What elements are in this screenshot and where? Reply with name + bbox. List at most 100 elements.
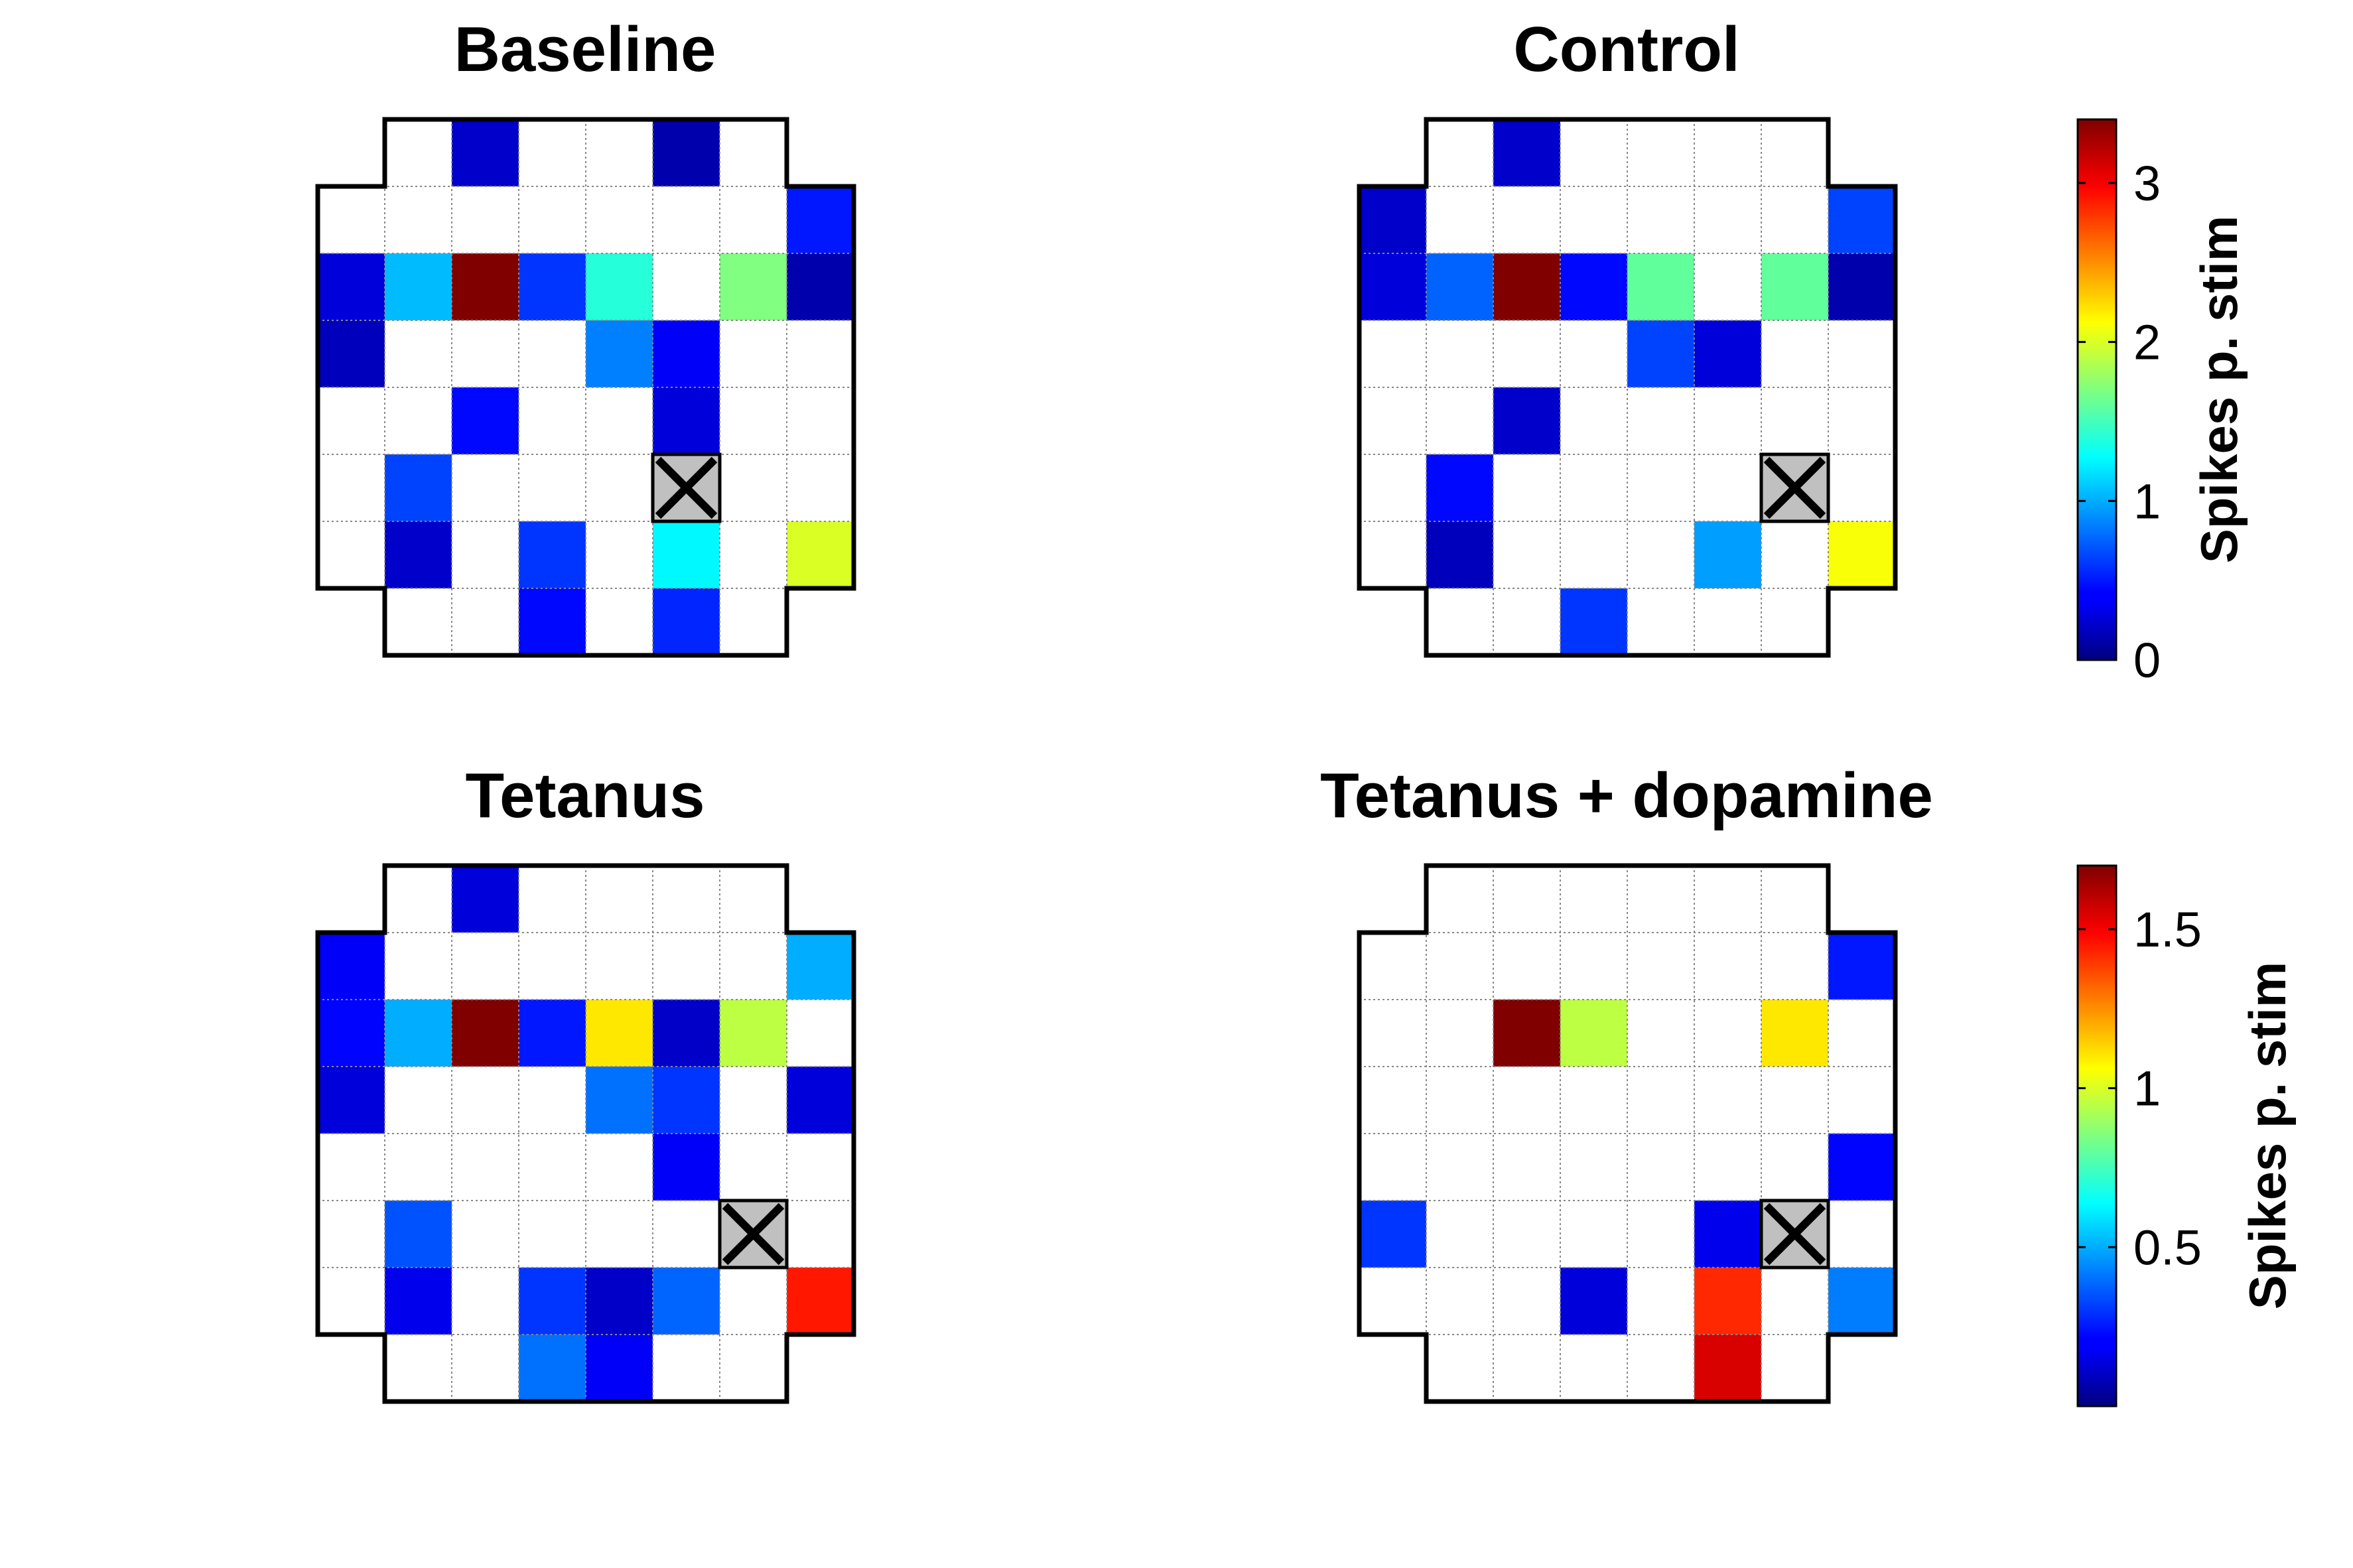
heatmap-cell xyxy=(385,521,452,588)
heatmap-cell xyxy=(318,320,385,387)
heatmap-cell xyxy=(452,866,519,933)
corner-mask xyxy=(1358,118,1428,188)
heatmap-cell xyxy=(1828,253,1895,320)
heatmap-cell xyxy=(586,1067,653,1134)
colorbar-top: 0 1 2 3 Spikes p. stim xyxy=(2076,118,2248,688)
colorbar-tick-label: 3 xyxy=(2133,156,2161,211)
heatmap-cell xyxy=(1694,1335,1761,1402)
heatmap-cell xyxy=(1359,1201,1426,1268)
heatmap-cell xyxy=(1694,320,1761,387)
colorbar-bottom: 0.5 1 1.5 Spikes p. stim xyxy=(2076,864,2297,1407)
corner-mask xyxy=(785,118,855,188)
heatmap-cell xyxy=(519,1000,586,1067)
heatmap-cell xyxy=(385,454,452,521)
heatmap-cell xyxy=(1694,521,1761,588)
stim-cross-line xyxy=(655,456,718,519)
heatmap-cell xyxy=(653,387,720,454)
panel-title: Tetanus + dopamine xyxy=(1320,760,1933,831)
heatmap-cell xyxy=(653,119,720,186)
heatmap-cell xyxy=(519,1268,586,1335)
corner-mask xyxy=(1827,1333,1897,1403)
heatmap-cell xyxy=(318,1067,385,1134)
corner-mask xyxy=(1358,1333,1428,1403)
heatmap-cell xyxy=(1493,1000,1560,1067)
heatmap-cell xyxy=(720,1000,787,1067)
heatmap-cell xyxy=(586,1000,653,1067)
heatmap-cell xyxy=(1627,253,1694,320)
panel-baseline: Baseline xyxy=(315,14,856,658)
corner-mask xyxy=(1827,587,1897,657)
corner-mask xyxy=(316,587,386,657)
stim-cross-line xyxy=(1763,1203,1826,1266)
heatmap-cell xyxy=(1493,119,1560,186)
heatmap-cell xyxy=(1560,1268,1627,1335)
heatmap-cell xyxy=(519,588,586,655)
heatmap-cell xyxy=(653,521,720,588)
heatmap-cell xyxy=(1761,1000,1828,1067)
heatmap-cell xyxy=(586,253,653,320)
heatmap-cell xyxy=(1359,186,1426,253)
heatmap-cell xyxy=(519,521,586,588)
corner-mask xyxy=(785,587,855,657)
heatmap-cell xyxy=(787,933,854,1000)
stim-electrode xyxy=(1759,452,1830,523)
heatmap-cell xyxy=(586,1268,653,1335)
stim-electrode xyxy=(651,452,722,523)
heatmap-cell xyxy=(385,1000,452,1067)
cell-layer xyxy=(318,866,854,1402)
colorbar-tick-label: 0 xyxy=(2133,633,2161,688)
corner-mask xyxy=(316,1333,386,1403)
heatmap-cell xyxy=(452,119,519,186)
heatmap-cell xyxy=(787,253,854,320)
heatmap-cell xyxy=(787,1268,854,1335)
colorbar-ticks: 0.5 1 1.5 xyxy=(2078,902,2202,1275)
heatmap-cell xyxy=(385,1201,452,1268)
array-outline xyxy=(315,863,856,1404)
heatmap-cell xyxy=(787,521,854,588)
heatmap-cell xyxy=(1828,1134,1895,1201)
corner-mask xyxy=(1827,864,1897,934)
heatmap-cell xyxy=(1694,1268,1761,1335)
heatmap-cell xyxy=(318,1000,385,1067)
heatmap-cell xyxy=(653,588,720,655)
corner-mask xyxy=(785,864,855,934)
corner-mask xyxy=(1358,587,1428,657)
heatmap-cell xyxy=(1828,186,1895,253)
heatmap-cell xyxy=(1828,521,1895,588)
heatmap-cell xyxy=(787,186,854,253)
corner-mask xyxy=(316,118,386,188)
heatmap-cell xyxy=(1694,1201,1761,1268)
colorbar-tick-label: 1 xyxy=(2133,474,2161,529)
heatmap-cell xyxy=(1761,253,1828,320)
panel-title: Baseline xyxy=(454,14,716,85)
grid-layer xyxy=(315,117,856,658)
cell-layer xyxy=(318,119,854,655)
colorbar-tick-label: 1.5 xyxy=(2133,902,2202,957)
heatmap-cell xyxy=(586,1335,653,1402)
heatmap-cell xyxy=(787,1067,854,1134)
corner-mask xyxy=(785,1333,855,1403)
panel-title: Tetanus xyxy=(466,760,705,831)
heatmap-cell xyxy=(452,387,519,454)
heatmap-cell xyxy=(519,253,586,320)
colorbar-label: Spikes p. stim xyxy=(2190,216,2248,564)
array-outline xyxy=(315,117,856,658)
heatmap-cell xyxy=(653,1268,720,1335)
cell-layer xyxy=(1359,933,1895,1402)
heatmap-cell xyxy=(385,1268,452,1335)
heatmap-cell xyxy=(318,933,385,1000)
corner-mask xyxy=(316,864,386,934)
grid-layer xyxy=(1357,863,1898,1404)
panel-tetanus-dopamine: Tetanus + dopamine xyxy=(1320,760,1933,1404)
heatmap-cell xyxy=(1426,253,1493,320)
stim-cross-line xyxy=(1763,456,1826,519)
heatmap-cell xyxy=(1493,253,1560,320)
colorbar-tick-label: 2 xyxy=(2133,315,2161,370)
heatmap-cell xyxy=(1828,1268,1895,1335)
cell-layer xyxy=(1359,119,1895,655)
colorbar-tick-label: 1 xyxy=(2133,1061,2161,1116)
colorbar-gradient xyxy=(2076,118,2118,661)
colorbar-ticks: 0 1 2 3 xyxy=(2078,156,2161,688)
array-outline xyxy=(1357,117,1898,658)
heatmap-cell xyxy=(653,320,720,387)
